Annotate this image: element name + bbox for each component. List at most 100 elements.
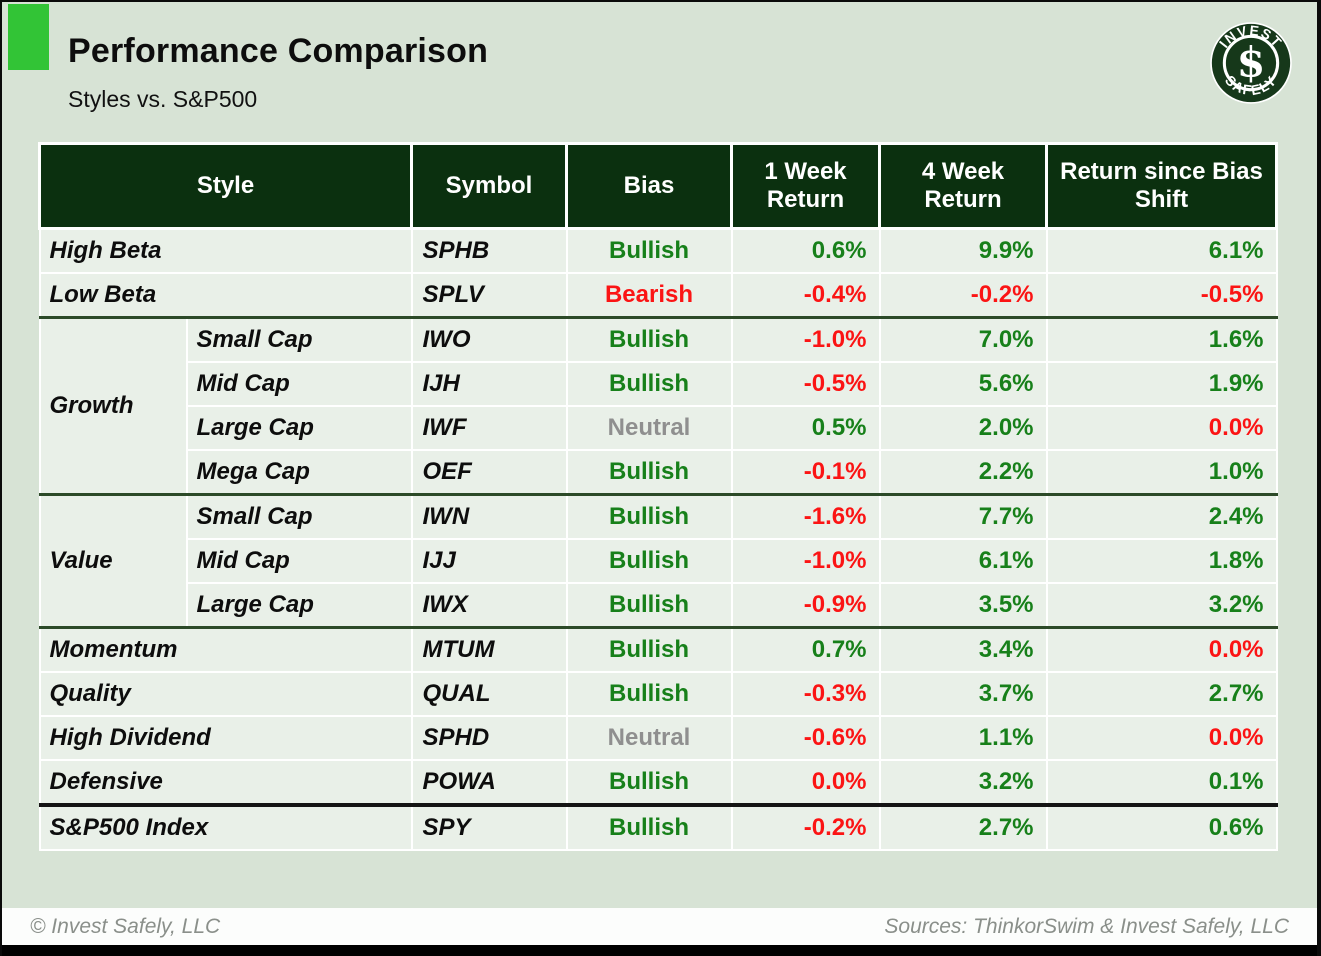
return-cell: 3.4%	[878, 626, 1048, 673]
return-cell: 6.1%	[1045, 227, 1278, 274]
symbol-cell: QUAL	[410, 671, 568, 717]
return-cell: 1.1%	[878, 715, 1048, 761]
header-symbol: Symbol	[410, 142, 568, 230]
table-row: Low Beta SPLV Bearish -0.4% -0.2% -0.5%	[38, 272, 1278, 319]
return-cell: 2.4%	[1045, 493, 1278, 540]
style-cell: Quality	[38, 671, 413, 717]
return-cell: 6.1%	[878, 538, 1048, 584]
style-cell: Mid Cap	[185, 538, 413, 584]
bias-cell: Bullish	[565, 759, 733, 807]
return-cell: 9.9%	[878, 227, 1048, 274]
return-cell: 0.0%	[730, 759, 881, 807]
header-bias: Bias	[565, 142, 733, 230]
return-cell: 0.1%	[1045, 759, 1278, 807]
return-cell: -0.4%	[730, 272, 881, 319]
symbol-cell: IWO	[410, 316, 568, 363]
symbol-cell: IJH	[410, 361, 568, 407]
symbol-cell: OEF	[410, 449, 568, 496]
return-cell: 2.2%	[878, 449, 1048, 496]
performance-table-container: Style Symbol Bias 1 Week Return 4 Week R…	[38, 142, 1278, 851]
symbol-cell: POWA	[410, 759, 568, 807]
return-cell: 1.8%	[1045, 538, 1278, 584]
bottom-black-bar	[2, 945, 1317, 956]
table-row: High Dividend SPHD Neutral -0.6% 1.1% 0.0%	[38, 715, 1278, 761]
performance-table: Style Symbol Bias 1 Week Return 4 Week R…	[38, 142, 1278, 851]
style-group-cell: Growth	[38, 316, 188, 496]
return-cell: -0.1%	[730, 449, 881, 496]
return-cell: -0.9%	[730, 582, 881, 629]
footer-sources: Sources: ThinkorSwim & Invest Safely, LL…	[884, 914, 1289, 938]
bias-cell: Bullish	[565, 449, 733, 496]
return-cell: 3.2%	[1045, 582, 1278, 629]
table-row: High Beta SPHB Bullish 0.6% 9.9% 6.1%	[38, 227, 1278, 274]
return-cell: 3.7%	[878, 671, 1048, 717]
symbol-cell: MTUM	[410, 626, 568, 673]
return-cell: 0.0%	[1045, 626, 1278, 673]
return-cell: -1.0%	[730, 316, 881, 363]
symbol-cell: IWX	[410, 582, 568, 629]
header-return-since-bias-shift: Return since Bias Shift	[1045, 142, 1278, 230]
return-cell: -0.5%	[730, 361, 881, 407]
bias-cell: Bullish	[565, 804, 733, 851]
page-subtitle: Styles vs. S&P500	[68, 86, 258, 112]
style-cell: Mega Cap	[185, 449, 413, 496]
return-cell: 3.5%	[878, 582, 1048, 629]
return-cell: 2.0%	[878, 405, 1048, 451]
return-cell: 3.2%	[878, 759, 1048, 807]
accent-rectangle	[8, 4, 49, 70]
bias-cell: Bullish	[565, 538, 733, 584]
table-row: Quality QUAL Bullish -0.3% 3.7% 2.7%	[38, 671, 1278, 717]
style-cell: Large Cap	[185, 405, 413, 451]
return-cell: 0.6%	[1045, 804, 1278, 851]
bias-cell: Neutral	[565, 715, 733, 761]
table-header: Style Symbol Bias 1 Week Return 4 Week R…	[38, 142, 1278, 230]
style-cell: Small Cap	[185, 316, 413, 363]
bias-cell: Bullish	[565, 626, 733, 673]
header-row: Style Symbol Bias 1 Week Return 4 Week R…	[38, 142, 1278, 230]
return-cell: -1.6%	[730, 493, 881, 540]
style-cell: Low Beta	[38, 272, 413, 319]
footer-copyright: © Invest Safely, LLC	[30, 914, 221, 938]
table-row: Mid Cap IJJ Bullish -1.0% 6.1% 1.8%	[40, 538, 1278, 584]
logo-monogram: $	[1237, 38, 1266, 86]
symbol-cell: IWN	[410, 493, 568, 540]
return-cell: 7.7%	[878, 493, 1048, 540]
invest-safely-logo-icon: INVEST SAFELY $	[1210, 22, 1292, 104]
return-cell: 0.5%	[730, 405, 881, 451]
symbol-cell: IWF	[410, 405, 568, 451]
return-cell: 0.7%	[730, 626, 881, 673]
return-cell: 1.9%	[1045, 361, 1278, 407]
bias-cell: Neutral	[565, 405, 733, 451]
bias-cell: Bullish	[565, 361, 733, 407]
style-cell: S&P500 Index	[38, 804, 413, 851]
return-cell: 1.6%	[1045, 316, 1278, 363]
return-cell: -0.3%	[730, 671, 881, 717]
return-cell: 2.7%	[878, 804, 1048, 851]
bias-cell: Bearish	[565, 272, 733, 319]
style-group-cell: Value	[38, 493, 188, 629]
return-cell: 1.0%	[1045, 449, 1278, 496]
table-row: Value Small Cap IWN Bullish -1.6% 7.7% 2.4%	[38, 493, 1278, 629]
style-cell: Large Cap	[185, 582, 413, 629]
style-cell: Small Cap	[185, 493, 413, 540]
return-cell: 0.0%	[1045, 715, 1278, 761]
table-row: Mega Cap OEF Bullish -0.1% 2.2% 1.0%	[40, 449, 1278, 496]
return-cell: -0.6%	[730, 715, 881, 761]
bias-cell: Bullish	[565, 316, 733, 363]
page-title: Performance Comparison	[68, 32, 489, 70]
return-cell: 2.7%	[1045, 671, 1278, 717]
return-cell: 0.0%	[1045, 405, 1278, 451]
return-cell: 0.6%	[730, 227, 881, 274]
return-cell: 7.0%	[878, 316, 1048, 363]
style-cell: High Beta	[38, 227, 413, 274]
table-row: Momentum MTUM Bullish 0.7% 3.4% 0.0%	[38, 626, 1278, 673]
table-row: Large Cap IWX Bullish -0.9% 3.5% 3.2%	[40, 582, 1278, 629]
style-cell: Mid Cap	[185, 361, 413, 407]
symbol-cell: IJJ	[410, 538, 568, 584]
table-row: Growth Small Cap IWO Bullish -1.0% 7.0% 1.6%	[38, 316, 1278, 496]
table-row: Defensive POWA Bullish 0.0% 3.2% 0.1%	[38, 759, 1278, 807]
return-cell: -0.5%	[1045, 272, 1278, 319]
table-row: Mid Cap IJH Bullish -0.5% 5.6% 1.9%	[40, 361, 1278, 407]
table-row: Large Cap IWF Neutral 0.5% 2.0% 0.0%	[40, 405, 1278, 451]
